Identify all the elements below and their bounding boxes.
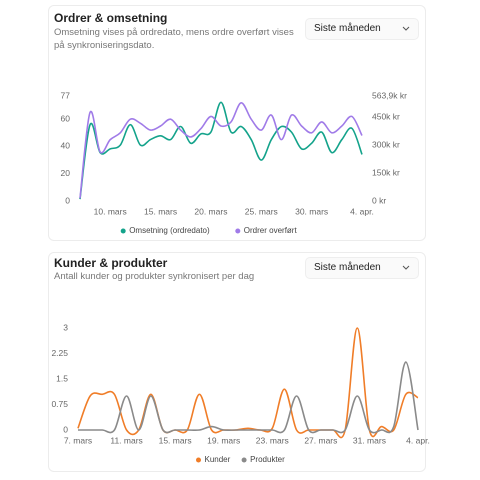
legend-swatch xyxy=(120,228,126,234)
x-tick-label: 4. apr. xyxy=(406,435,430,445)
x-tick-label: 15. mars xyxy=(144,206,177,216)
y2-tick-label: 450k kr xyxy=(372,111,400,121)
series-line xyxy=(79,101,363,200)
y2-tick-label: 300k kr xyxy=(372,139,400,149)
card-title: Ordrer & omsetning xyxy=(54,11,168,25)
x-tick-label: 4. apr. xyxy=(350,206,374,216)
card xyxy=(48,5,426,241)
card-title: Kunder & produkter xyxy=(54,256,168,270)
legend-label: Ordrer overført xyxy=(244,226,298,235)
y-tick-label: 3 xyxy=(63,322,68,332)
card-subtitle: Omsetning vises på ordredato, mens ordre… xyxy=(54,27,294,51)
y-tick-label: 77 xyxy=(61,90,71,100)
x-tick-label: 27. mars xyxy=(304,435,337,445)
x-tick-label: 31. mars xyxy=(353,435,386,445)
x-tick-label: 19. mars xyxy=(207,435,240,445)
chevron xyxy=(402,26,410,31)
dropdown-text: Siste måneden xyxy=(314,262,381,273)
y-tick-label: 2.25 xyxy=(51,348,68,358)
y2-tick-label: 0 kr xyxy=(372,195,386,205)
x-tick-label: 20. mars xyxy=(194,206,227,216)
x-tick-label: 30. mars xyxy=(295,206,328,216)
y-tick-label: 40 xyxy=(61,141,71,151)
dropdown-text: Siste måneden xyxy=(314,23,381,34)
legend-label: Produkter xyxy=(250,455,285,464)
y-tick-label: 1.5 xyxy=(56,373,68,383)
y2-tick-label: 563,9k kr xyxy=(372,90,407,100)
y2-tick-label: 150k kr xyxy=(372,167,400,177)
period-dropdown[interactable]: Siste måneden xyxy=(305,257,419,279)
y-tick-label: 60 xyxy=(61,113,71,123)
legend-swatch xyxy=(235,228,241,234)
period-dropdown[interactable]: Siste måneden xyxy=(305,18,419,40)
y-tick-label: 0.75 xyxy=(51,399,68,409)
legend-label: Omsetning (ordredato) xyxy=(129,226,210,235)
series-line xyxy=(79,102,363,199)
legend-swatch xyxy=(241,457,247,463)
chevron xyxy=(402,265,410,270)
x-tick-label: 15. mars xyxy=(159,435,192,445)
legend-swatch xyxy=(196,457,201,463)
x-tick-label: 11. mars xyxy=(110,435,142,445)
y-tick-label: 20 xyxy=(61,168,71,178)
card xyxy=(48,252,426,472)
series-line xyxy=(77,327,419,439)
x-tick-label: 25. mars xyxy=(245,206,278,216)
legend-label: Kunder xyxy=(205,455,231,464)
x-tick-label: 10. mars xyxy=(94,206,127,216)
card-subtitle: Antall kunder og produkter synkronisert … xyxy=(54,271,255,282)
series-line xyxy=(78,361,419,434)
y-tick-label: 0 xyxy=(63,424,68,434)
x-tick-label: 23. mars xyxy=(256,435,289,445)
y-tick-label: 0 xyxy=(65,195,70,205)
x-tick-label: 7. mars xyxy=(64,435,92,445)
